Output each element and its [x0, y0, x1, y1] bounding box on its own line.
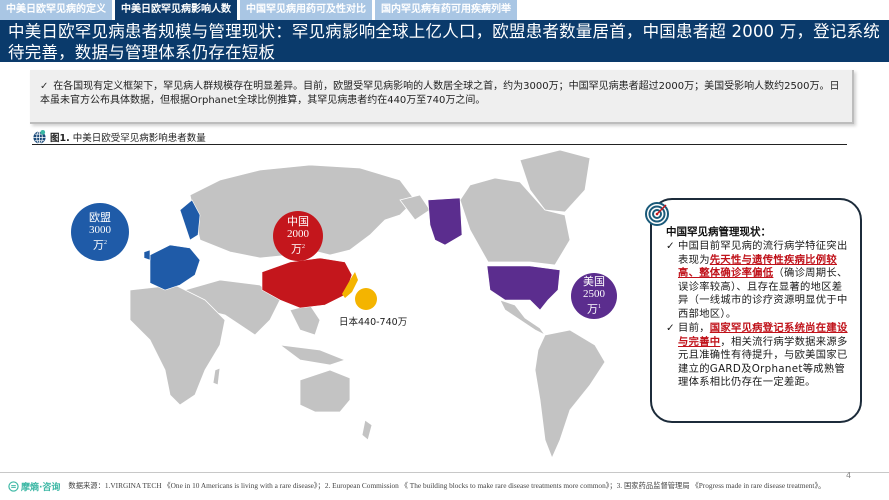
check-icon: ✓	[666, 322, 675, 334]
panel-item-text: ，相关流行病学数据来源多元且准确性有待提升，与欧美国家已建立的GARD及Orph…	[678, 335, 848, 389]
us-value: 2500	[583, 288, 605, 301]
panel-item: ✓ 目前，国家罕见病登记系统尚在建设与完善中，相关流行病学数据来源多元且准确性有…	[666, 322, 852, 390]
tab-bar: 中美日欧罕见病的定义 中美日欧罕见病影响人数 中国罕见病用药可及性对比 国内罕见…	[0, 0, 889, 20]
panel-item: ✓ 中国目前罕见病的流行病学特征突出表现为先天性与遗传性疾病比例较高、整体确诊率…	[666, 240, 852, 321]
page-number: 4	[846, 471, 852, 480]
figure-title: 中美日欧受罕见病影响患者数量	[72, 132, 206, 144]
cn-value: 2000	[287, 228, 309, 241]
cn-note: 2	[302, 244, 305, 251]
panel-item-text: （确诊周期长、误诊率较高）、且存在显著的地区差异（一线城市的诊疗资源明显优于中西…	[678, 267, 848, 320]
management-status-panel: 中国罕见病管理现状： ✓ 中国目前罕见病的流行病学特征突出表现为先天性与遗传性疾…	[650, 198, 862, 423]
figure-caption: 图1. 中美日欧受罕见病影响患者数量	[32, 129, 847, 145]
data-source: 数据来源：1.VIRGINA TECH 《One in 10 Americans…	[68, 481, 826, 490]
tab-treatable-diseases[interactable]: 国内罕见病有药可用疾病列举	[375, 0, 517, 20]
eu-name: 欧盟	[89, 211, 111, 225]
logo-text: 摩熵·咨询	[21, 482, 61, 493]
panel-item-text: 目前，	[678, 322, 710, 334]
panel-title: 中国罕见病管理现状：	[666, 226, 771, 238]
cn-unit: 万	[291, 242, 302, 256]
us-name: 美国	[583, 275, 605, 289]
tab-definition[interactable]: 中美日欧罕见病的定义	[0, 0, 112, 20]
footer: 摩熵·咨询 数据来源：1.VIRGINA TECH 《One in 10 Ame…	[0, 478, 889, 494]
page-title: 中美日欧罕见病患者规模与管理现状：罕见病影响全球上亿人口，欧盟患者数量居首，中国…	[0, 20, 889, 62]
bubble-japan	[355, 288, 377, 310]
footer-divider	[0, 472, 889, 473]
eu-unit: 万	[93, 238, 104, 252]
figure-number: 图1.	[50, 132, 70, 144]
eu-value: 3000	[89, 224, 111, 237]
tab-affected-population[interactable]: 中美日欧罕见病影响人数	[115, 0, 237, 20]
cn-name: 中国	[287, 215, 309, 229]
globe-icon	[33, 129, 46, 144]
logo-icon	[8, 480, 19, 492]
panel-item-highlight: 先天性与遗传性疾病比例较高、整体确诊率偏低	[678, 253, 837, 280]
check-icon: ✓	[40, 81, 49, 92]
brand-logo: 摩熵·咨询	[8, 480, 60, 493]
bubble-usa: 美国 2500 万1	[571, 273, 617, 319]
tab-drug-accessibility[interactable]: 中国罕见病用药可及性对比	[240, 0, 372, 20]
us-unit: 万	[587, 302, 598, 316]
target-icon	[645, 202, 669, 226]
summary-box: ✓ 在各国现有定义框架下，罕见病人群规模存在明显差异。目前，欧盟受罕见病影响的人…	[30, 70, 854, 124]
panel-item-text: 中国目前罕见病的流行病学特征突出表现为	[678, 240, 848, 266]
bubble-china: 中国 2000 万2	[273, 211, 323, 261]
eu-note: 2	[104, 240, 107, 247]
japan-label: 日本440-740万	[339, 317, 408, 328]
summary-text: 在各国现有定义框架下，罕见病人群规模存在明显差异。目前，欧盟受罕见病影响的人数居…	[40, 81, 840, 106]
panel-item-highlight: 国家罕见病登记系统尚在建设与完善中	[678, 322, 848, 348]
us-note: 1	[598, 304, 601, 311]
bubble-eu: 欧盟 3000 万2	[71, 203, 129, 261]
check-icon: ✓	[666, 240, 675, 252]
